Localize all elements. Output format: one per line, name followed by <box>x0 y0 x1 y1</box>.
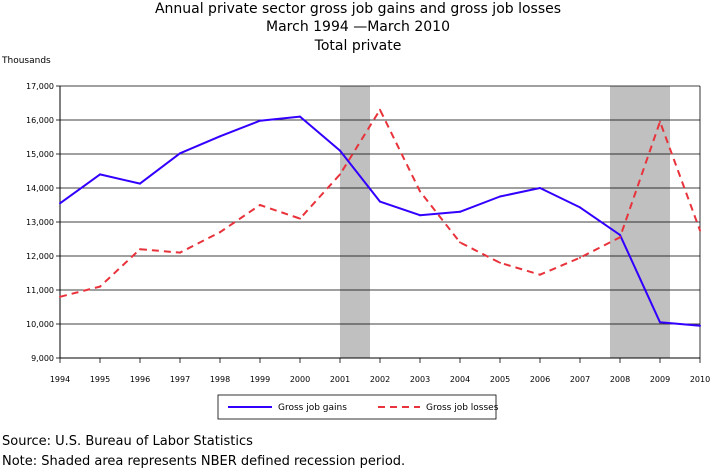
x-tick-label-1998: 1998 <box>210 375 230 384</box>
x-tick-label-1994: 1994 <box>50 375 70 384</box>
point-gross-job-gains-2009 <box>659 321 661 324</box>
y-tick-label-11000: 11,000 <box>26 286 54 295</box>
y-tick-label-16000: 16,000 <box>26 116 54 125</box>
x-tick-label-1996: 1996 <box>130 375 150 384</box>
point-gross-job-gains-2002 <box>379 200 381 203</box>
point-gross-job-losses-1996 <box>139 248 141 251</box>
point-gross-job-gains-1996 <box>139 182 141 185</box>
point-gross-job-gains-1995 <box>99 173 101 176</box>
y-axis-label: Thousands <box>2 56 51 66</box>
point-gross-job-gains-2008 <box>619 233 621 236</box>
point-gross-job-gains-1998 <box>219 135 221 138</box>
x-tick-label-1999: 1999 <box>250 375 270 384</box>
legend-label-losses: Gross job losses <box>426 403 499 413</box>
x-tick-label-2003: 2003 <box>410 375 430 384</box>
point-gross-job-gains-2000 <box>299 115 301 118</box>
point-gross-job-gains-2003 <box>419 214 421 217</box>
point-gross-job-losses-2004 <box>459 241 461 244</box>
point-gross-job-gains-1997 <box>179 152 181 155</box>
x-tick-label-2007: 2007 <box>570 375 590 384</box>
gridlines-group <box>60 85 700 325</box>
chart-title: Annual private sector gross job gains an… <box>154 1 562 17</box>
x-tick-label-2010: 2010 <box>690 375 710 384</box>
point-gross-job-losses-1995 <box>99 285 101 288</box>
point-gross-job-losses-2008 <box>619 236 621 239</box>
y-tick-label-9000: 9,000 <box>31 354 54 363</box>
point-gross-job-losses-2000 <box>299 217 301 220</box>
series-line-gross-job-losses <box>59 108 701 298</box>
x-tick-label-2009: 2009 <box>650 375 670 384</box>
point-gross-job-gains-2006 <box>539 187 541 189</box>
x-tick-label-2006: 2006 <box>530 375 550 384</box>
y-tick-label-13000: 13,000 <box>26 218 54 227</box>
x-tick-label-2008: 2008 <box>610 375 630 384</box>
legend: Gross job gains Gross job losses <box>217 394 499 420</box>
point-gross-job-gains-2010 <box>699 324 701 327</box>
point-gross-job-losses-2007 <box>579 256 581 259</box>
chart-subtitle-period: March 1994 —March 2010 <box>266 19 450 35</box>
point-gross-job-losses-2010 <box>699 229 701 232</box>
point-gross-job-losses-1997 <box>179 251 181 254</box>
point-gross-job-losses-1994 <box>59 295 61 298</box>
x-tick-label-2001: 2001 <box>330 375 350 384</box>
x-tick-label-1997: 1997 <box>170 375 190 384</box>
y-tick-label-10000: 10,000 <box>26 320 54 329</box>
point-gross-job-losses-2003 <box>419 190 421 193</box>
x-tick-label-1995: 1995 <box>90 375 110 384</box>
point-gross-job-losses-2009 <box>659 120 661 123</box>
y-tick-label-12000: 12,000 <box>26 252 54 261</box>
y-tick-label-14000: 14,000 <box>26 184 54 193</box>
axes-group: 9,000 10,000 11,000 12,000 13,000 14,000 15,00… <box>26 82 710 384</box>
y-tick-label-17000: 17,000 <box>26 82 54 91</box>
x-tick-label-2002: 2002 <box>370 375 390 384</box>
point-gross-job-gains-2007 <box>579 206 581 209</box>
series-line-gross-job-gains <box>59 115 701 327</box>
point-gross-job-gains-1994 <box>59 202 61 205</box>
point-gross-job-losses-2002 <box>379 108 381 111</box>
point-gross-job-gains-2005 <box>499 195 501 198</box>
point-gross-job-losses-2006 <box>539 273 541 276</box>
point-gross-job-gains-2001 <box>339 149 341 152</box>
point-gross-job-losses-2005 <box>499 261 501 264</box>
point-gross-job-losses-2001 <box>339 173 341 176</box>
point-gross-job-losses-1999 <box>259 204 261 206</box>
x-tick-label-2005: 2005 <box>490 375 510 384</box>
point-gross-job-gains-1999 <box>259 119 261 122</box>
y-tick-label-15000: 15,000 <box>26 150 54 159</box>
source-note: Source: U.S. Bureau of Labor Statistics <box>2 434 253 449</box>
x-tick-label-2004: 2004 <box>450 375 470 384</box>
chart-subtitle-scope: Total private <box>314 38 402 54</box>
point-gross-job-losses-1998 <box>219 231 221 234</box>
point-gross-job-gains-2004 <box>459 210 461 213</box>
x-tick-label-2000: 2000 <box>290 375 310 384</box>
recession-note: Note: Shaded area represents NBER define… <box>2 454 406 469</box>
legend-label-gains: Gross job gains <box>278 403 347 413</box>
series-group <box>59 108 701 327</box>
